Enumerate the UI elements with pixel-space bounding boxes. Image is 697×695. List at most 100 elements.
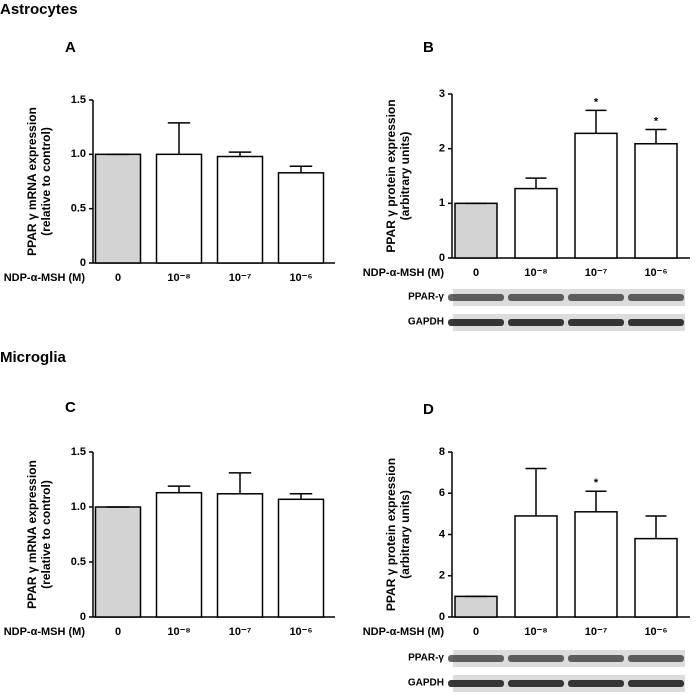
x-tick-label: 10⁻⁸ xyxy=(524,267,547,279)
y-tick-label: 6 xyxy=(439,487,445,499)
bar xyxy=(277,498,325,618)
error-bar xyxy=(585,490,607,512)
bar xyxy=(277,172,325,264)
y-tick-label: 0 xyxy=(80,257,86,269)
blot-label: GAPDH xyxy=(408,317,444,328)
blot-band xyxy=(448,680,504,687)
y-axis-label: PPAR γ protein expression xyxy=(384,99,398,252)
y-axis-label: PPAR γ mRNA expression xyxy=(25,107,39,256)
error-bar xyxy=(167,485,191,493)
x-axis-label: NDP-α-MSH (M) xyxy=(363,267,445,279)
blot-band xyxy=(628,319,684,326)
bar xyxy=(94,506,142,618)
bar xyxy=(574,511,618,618)
error-bar xyxy=(289,493,313,500)
x-tick-label: 10⁻⁶ xyxy=(289,626,312,638)
error-bar xyxy=(525,467,547,516)
bar xyxy=(574,132,618,259)
blot-band xyxy=(508,655,564,662)
bar xyxy=(514,515,558,618)
x-axis-label: NDP-α-MSH (M) xyxy=(4,626,86,638)
y-tick-label: 1.0 xyxy=(71,148,86,160)
error-bar xyxy=(289,165,313,173)
error-bar xyxy=(525,177,547,189)
x-axis-label: NDP-α-MSH (M) xyxy=(363,626,445,638)
blot-band xyxy=(568,680,624,687)
blot-band xyxy=(628,655,684,662)
significance-mark: * xyxy=(594,477,599,489)
y-axis-label: (relative to control) xyxy=(39,127,53,236)
x-tick-label: 10⁻⁶ xyxy=(289,272,312,284)
y-tick-label: 2 xyxy=(439,143,445,155)
y-tick-label: 0.5 xyxy=(71,203,86,215)
blot-label: PPAR-γ xyxy=(408,292,444,303)
bar xyxy=(634,142,678,259)
panel-label: B xyxy=(423,39,434,56)
x-tick-label: 10⁻⁷ xyxy=(585,626,608,638)
y-tick-label: 0 xyxy=(439,611,445,623)
x-tick-label: 0 xyxy=(115,272,121,284)
y-axis-label: (arbitrary units) xyxy=(398,490,412,579)
error-bar xyxy=(585,109,607,134)
blot-label: GAPDH xyxy=(408,678,444,689)
bar xyxy=(94,153,142,264)
y-tick-label: 0 xyxy=(80,611,86,623)
blot-band xyxy=(508,680,564,687)
blot-band xyxy=(448,319,504,326)
y-tick-label: 3 xyxy=(439,88,445,100)
section-title: Microglia xyxy=(0,349,67,366)
significance-mark: * xyxy=(594,96,599,108)
blot-band xyxy=(448,655,504,662)
y-tick-label: 0.5 xyxy=(71,556,86,568)
bar xyxy=(454,202,498,259)
y-tick-label: 1.5 xyxy=(71,94,86,106)
x-tick-label: 10⁻⁶ xyxy=(644,626,667,638)
error-bar xyxy=(228,472,252,494)
x-tick-label: 0 xyxy=(115,626,121,638)
y-tick-label: 0 xyxy=(439,252,445,264)
bar xyxy=(454,595,498,618)
error-bar xyxy=(167,122,191,155)
bar xyxy=(514,187,558,259)
error-bar xyxy=(645,515,667,539)
blot-band xyxy=(448,294,504,301)
panel-label: C xyxy=(65,399,76,416)
x-tick-label: 10⁻⁸ xyxy=(524,626,547,638)
bar xyxy=(155,491,203,618)
error-bar xyxy=(228,151,252,157)
x-tick-label: 10⁻⁶ xyxy=(644,267,667,279)
bar xyxy=(216,155,264,264)
x-axis-label: NDP-α-MSH (M) xyxy=(4,272,86,284)
panel-label: A xyxy=(65,39,76,56)
y-tick-label: 1 xyxy=(439,197,445,209)
blot-band xyxy=(568,655,624,662)
bar xyxy=(155,153,203,264)
blot-band xyxy=(628,294,684,301)
y-tick-label: 1.0 xyxy=(71,501,86,513)
bar xyxy=(634,537,678,618)
blot-band xyxy=(568,294,624,301)
blot-band xyxy=(568,319,624,326)
blot-band xyxy=(508,319,564,326)
x-tick-label: 0 xyxy=(473,626,479,638)
x-tick-label: 10⁻⁸ xyxy=(167,626,190,638)
y-axis-label: PPAR γ mRNA expression xyxy=(25,460,39,609)
section-title: Astrocytes xyxy=(0,1,78,18)
y-tick-label: 2 xyxy=(439,570,445,582)
y-tick-label: 4 xyxy=(439,528,446,540)
blot-label: PPAR-γ xyxy=(408,653,444,664)
y-axis-label: (relative to control) xyxy=(39,480,53,589)
blot-band xyxy=(508,294,564,301)
bar xyxy=(216,493,264,618)
y-tick-label: 8 xyxy=(439,446,445,458)
x-tick-label: 0 xyxy=(473,267,479,279)
x-tick-label: 10⁻⁷ xyxy=(229,272,252,284)
y-axis-label: (arbitrary units) xyxy=(398,132,412,221)
blot-band xyxy=(628,680,684,687)
x-tick-label: 10⁻⁸ xyxy=(167,272,190,284)
significance-mark: * xyxy=(654,115,659,127)
error-bar xyxy=(645,128,667,144)
panel-label: D xyxy=(423,401,434,418)
y-tick-label: 1.5 xyxy=(71,446,86,458)
